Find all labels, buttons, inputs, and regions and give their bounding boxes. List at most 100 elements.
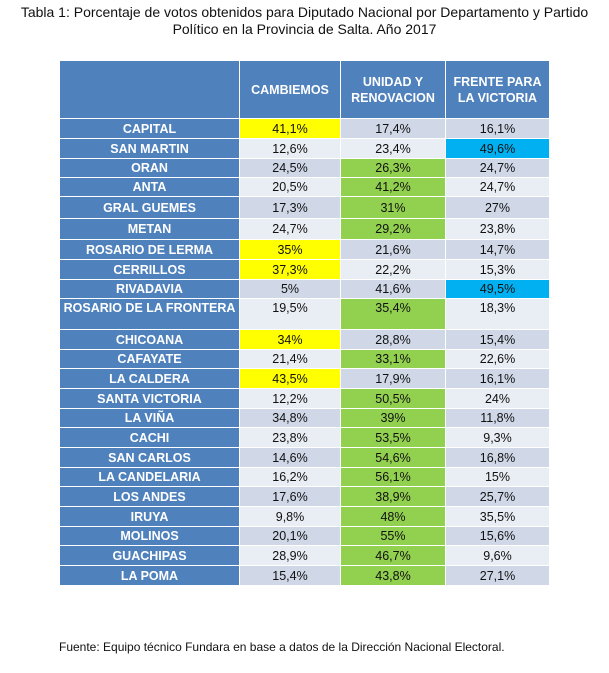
department-cell: ORAN [59,158,240,178]
department-cell: GRAL GUEMES [59,196,240,219]
table-row: ANTA 20,5% 41,2% 24,7% [59,177,550,197]
cambiemos-cell: 41,1% [239,118,341,139]
unidad-renovacion-cell: 23,4% [340,138,446,159]
cambiemos-cell: 43,5% [239,368,341,389]
department-cell: SANTA VICTORIA [59,388,240,409]
department-cell: LOS ANDES [59,486,240,507]
department-cell: METAN [59,218,240,240]
frente-victoria-cell: 23,8% [445,218,550,240]
frente-victoria-cell: 35,5% [445,506,550,527]
header-cambiemos: CAMBIEMOS [239,60,341,119]
header-row: CAMBIEMOS UNIDAD Y RENOVACION FRENTE PAR… [59,60,550,119]
header-department [59,60,240,119]
frente-victoria-cell: 15,4% [445,329,550,350]
table-row: GRAL GUEMES 17,3% 31% 27% [59,196,550,219]
department-cell: LA POMA [59,565,240,586]
header-unidad-renovacion: UNIDAD Y RENOVACION [340,60,446,119]
frente-victoria-cell: 16,1% [445,118,550,139]
cambiemos-cell: 5% [239,279,341,299]
table-row: ROSARIO DE LERMA 35% 21,6% 14,7% [59,239,550,260]
frente-victoria-cell: 16,8% [445,447,550,468]
table-row: MOLINOS 20,1% 55% 15,6% [59,526,550,546]
table-body: CAPITAL 41,1% 17,4% 16,1% SAN MARTIN 12,6% 23,… [59,118,550,586]
unidad-renovacion-cell: 28,8% [340,329,446,350]
department-cell: CACHI [59,427,240,448]
frente-victoria-cell: 27% [445,196,550,219]
unidad-renovacion-cell: 50,5% [340,388,446,409]
unidad-renovacion-cell: 53,5% [340,427,446,448]
unidad-renovacion-cell: 39% [340,408,446,428]
cambiemos-cell: 23,8% [239,427,341,448]
frente-victoria-cell: 27,1% [445,565,550,586]
department-cell: LA CALDERA [59,368,240,389]
table-row: SAN MARTIN 12,6% 23,4% 49,6% [59,138,550,159]
frente-victoria-cell: 16,1% [445,368,550,389]
department-cell: LA VIÑA [59,408,240,428]
frente-victoria-cell: 49,6% [445,138,550,159]
cambiemos-cell: 20,5% [239,177,341,197]
unidad-renovacion-cell: 55% [340,526,446,546]
department-cell: RIVADAVIA [59,279,240,299]
cambiemos-cell: 16,2% [239,467,341,487]
table-row: CHICOANA 34% 28,8% 15,4% [59,329,550,350]
cambiemos-cell: 37,3% [239,259,341,280]
cambiemos-cell: 17,6% [239,486,341,507]
department-cell: CAFAYATE [59,349,240,369]
unidad-renovacion-cell: 41,6% [340,279,446,299]
table-row: CERRILLOS 37,3% 22,2% 15,3% [59,259,550,280]
cambiemos-cell: 28,9% [239,545,341,566]
header-frente-victoria: FRENTE PARA LA VICTORIA [445,60,550,119]
department-cell: ROSARIO DE LERMA [59,239,240,260]
cambiemos-cell: 20,1% [239,526,341,546]
unidad-renovacion-cell: 33,1% [340,349,446,369]
unidad-renovacion-cell: 38,9% [340,486,446,507]
department-cell: ANTA [59,177,240,197]
caption-line-1: Tabla 1: Porcentaje de votos obtenidos p… [20,4,589,20]
cambiemos-cell: 19,5% [239,298,341,330]
frente-victoria-cell: 14,7% [445,239,550,260]
department-cell: SAN CARLOS [59,447,240,468]
table-row: LA VIÑA 34,8% 39% 11,8% [59,408,550,428]
table-row: CAPITAL 41,1% 17,4% 16,1% [59,118,550,139]
cambiemos-cell: 34% [239,329,341,350]
table-row: LA CALDERA 43,5% 17,9% 16,1% [59,368,550,389]
cambiemos-cell: 14,6% [239,447,341,468]
table-row: CAFAYATE 21,4% 33,1% 22,6% [59,349,550,369]
table-row: SAN CARLOS 14,6% 54,6% 16,8% [59,447,550,468]
unidad-renovacion-cell: 48% [340,506,446,527]
table-row: GUACHIPAS 28,9% 46,7% 9,6% [59,545,550,566]
frente-victoria-cell: 25,7% [445,486,550,507]
cambiemos-cell: 24,7% [239,218,341,240]
unidad-renovacion-cell: 35,4% [340,298,446,330]
department-cell: IRUYA [59,506,240,527]
department-cell: SAN MARTIN [59,138,240,159]
frente-victoria-cell: 22,6% [445,349,550,369]
frente-victoria-cell: 24,7% [445,177,550,197]
cambiemos-cell: 15,4% [239,565,341,586]
department-cell: CHICOANA [59,329,240,350]
frente-victoria-cell: 11,8% [445,408,550,428]
unidad-renovacion-cell: 31% [340,196,446,219]
department-cell: ROSARIO DE LA FRONTERA [59,298,240,330]
table-row: LA CANDELARIA 16,2% 56,1% 15% [59,467,550,487]
unidad-renovacion-cell: 17,4% [340,118,446,139]
frente-victoria-cell: 15% [445,467,550,487]
unidad-renovacion-cell: 54,6% [340,447,446,468]
table-row: SANTA VICTORIA 12,2% 50,5% 24% [59,388,550,409]
frente-victoria-cell: 15,6% [445,526,550,546]
unidad-renovacion-cell: 22,2% [340,259,446,280]
table-row: LA POMA 15,4% 43,8% 27,1% [59,565,550,586]
cambiemos-cell: 12,2% [239,388,341,409]
department-cell: CAPITAL [59,118,240,139]
table-row: ROSARIO DE LA FRONTERA 19,5% 35,4% 18,3% [59,298,550,330]
source-note: Fuente: Equipo técnico Fundara en base a… [59,640,505,654]
department-cell: CERRILLOS [59,259,240,280]
cambiemos-cell: 17,3% [239,196,341,219]
caption-line-2: Político en la Provincia de Salta. Año 2… [172,21,437,37]
frente-victoria-cell: 15,3% [445,259,550,280]
unidad-renovacion-cell: 43,8% [340,565,446,586]
cambiemos-cell: 9,8% [239,506,341,527]
votes-table: CAMBIEMOS UNIDAD Y RENOVACION FRENTE PAR… [59,60,550,586]
cambiemos-cell: 35% [239,239,341,260]
table-row: METAN 24,7% 29,2% 23,8% [59,218,550,240]
